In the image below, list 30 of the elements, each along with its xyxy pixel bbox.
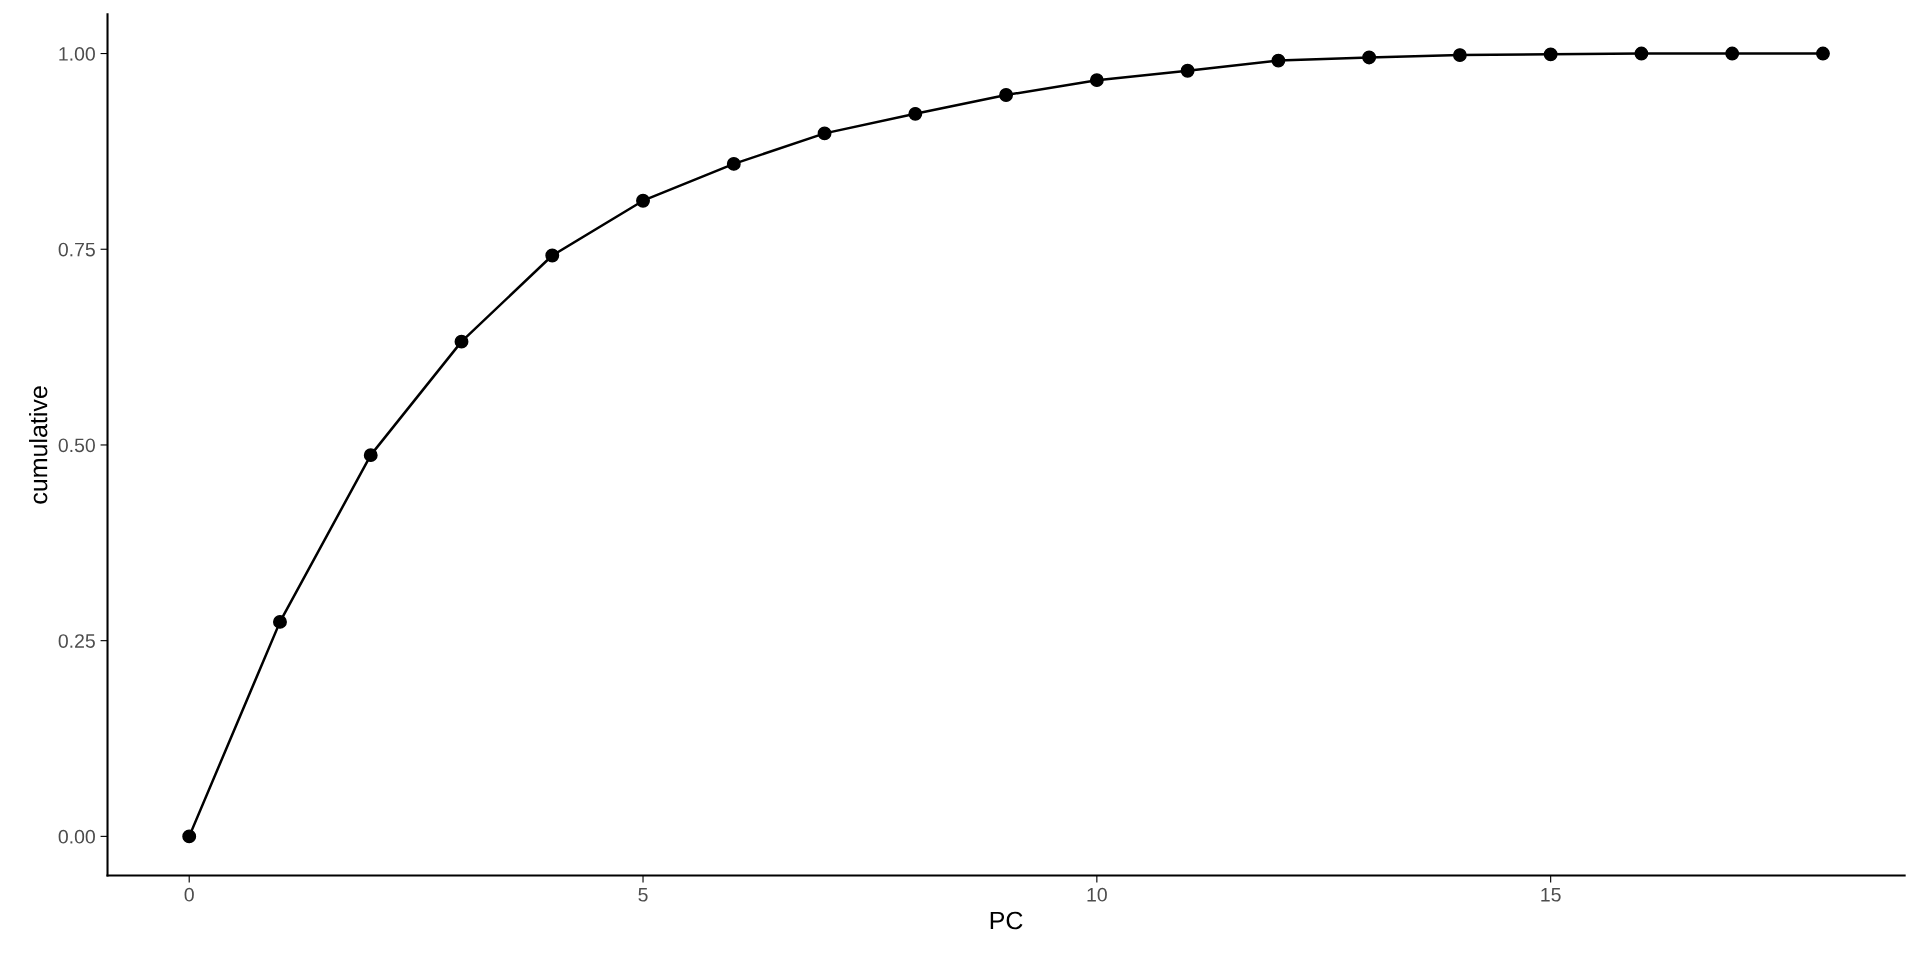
point bbox=[1089, 73, 1104, 88]
y-tick-label: 0.50 bbox=[58, 438, 95, 453]
x-tick-label: 15 bbox=[1541, 888, 1561, 902]
point bbox=[182, 829, 197, 844]
point bbox=[1271, 53, 1286, 68]
point bbox=[454, 334, 469, 349]
point bbox=[273, 614, 287, 629]
point bbox=[817, 126, 832, 141]
point bbox=[1543, 47, 1558, 62]
x-tick-label: 5 bbox=[638, 888, 648, 902]
y-axis-title: cumulative bbox=[29, 386, 48, 504]
point bbox=[1362, 50, 1377, 65]
x-tick-label: 10 bbox=[1087, 887, 1107, 902]
point bbox=[999, 88, 1014, 102]
point bbox=[636, 193, 650, 208]
point bbox=[1634, 46, 1649, 61]
x-tick-label: 0 bbox=[184, 887, 194, 902]
point bbox=[1452, 48, 1467, 63]
y-tick-label: 0.75 bbox=[58, 242, 95, 257]
point bbox=[1816, 46, 1830, 61]
y-tick-label: 0.00 bbox=[58, 829, 95, 844]
point bbox=[1725, 46, 1740, 61]
point bbox=[545, 248, 560, 263]
point bbox=[363, 448, 378, 463]
point bbox=[726, 156, 741, 171]
x-axis-title: PC bbox=[990, 911, 1023, 930]
y-tick-label: 1.00 bbox=[59, 47, 95, 61]
point bbox=[908, 106, 923, 121]
point bbox=[1180, 63, 1195, 78]
y-tick-label: 0.25 bbox=[58, 634, 95, 648]
